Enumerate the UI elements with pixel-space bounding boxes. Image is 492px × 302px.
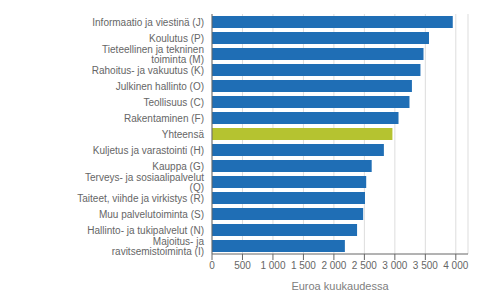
svg-text:Rahoitus- ja vakuutus (K): Rahoitus- ja vakuutus (K) (92, 65, 204, 76)
svg-text:3 500: 3 500 (413, 260, 438, 271)
svg-text:Kauppa (G): Kauppa (G) (152, 161, 204, 172)
svg-text:Yhteensä: Yhteensä (162, 129, 205, 140)
svg-text:1 000: 1 000 (260, 260, 285, 271)
svg-text:Taiteet, viihde ja virkistys (: Taiteet, viihde ja virkistys (R) (77, 193, 204, 204)
svg-text:500: 500 (234, 260, 251, 271)
svg-text:Majoitus- jaravitsemistoiminta: Majoitus- jaravitsemistoiminta (I) (112, 236, 205, 257)
svg-text:Terveys- ja sosiaalipalvelut(Q: Terveys- ja sosiaalipalvelut(Q) (85, 172, 204, 193)
svg-text:4 000: 4 000 (443, 260, 468, 271)
svg-text:Kuljetus ja varastointi (H): Kuljetus ja varastointi (H) (93, 145, 204, 156)
svg-text:3 000: 3 000 (382, 260, 407, 271)
svg-text:Julkinen hallinto (O): Julkinen hallinto (O) (116, 81, 204, 92)
svg-text:Informaatio ja viestinä (J): Informaatio ja viestinä (J) (92, 17, 204, 28)
svg-text:Euroa kuukaudessa: Euroa kuukaudessa (291, 280, 389, 292)
svg-text:Rakentaminen (F): Rakentaminen (F) (124, 113, 204, 124)
svg-text:Teollisuus (C): Teollisuus (C) (143, 97, 204, 108)
svg-text:2 000: 2 000 (321, 260, 346, 271)
svg-text:Tieteellinen ja tekninentoimin: Tieteellinen ja tekninentoiminta (M) (102, 44, 204, 65)
svg-text:Koulutus (P): Koulutus (P) (149, 33, 204, 44)
svg-text:0: 0 (209, 260, 215, 271)
svg-text:Hallinto- ja tukipalvelut (N): Hallinto- ja tukipalvelut (N) (87, 225, 204, 236)
svg-text:1 500: 1 500 (291, 260, 316, 271)
svg-text:Muu palvelutoiminta (S): Muu palvelutoiminta (S) (99, 209, 204, 220)
svg-text:2 500: 2 500 (352, 260, 377, 271)
